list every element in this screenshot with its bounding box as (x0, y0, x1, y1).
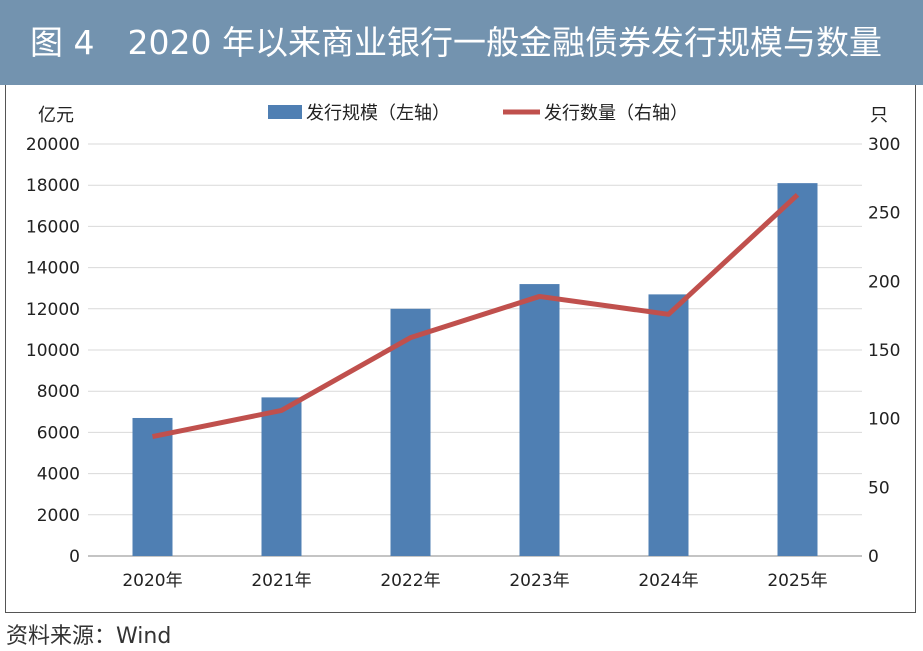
left-tick-label: 16000 (26, 217, 80, 237)
left-tick-label: 4000 (37, 465, 80, 485)
right-tick-label: 0 (868, 547, 879, 567)
legend-bar-swatch (268, 105, 302, 119)
right-tick-label: 50 (868, 478, 890, 498)
axis-layer: 0200040006000800010000120001400016000180… (26, 135, 901, 591)
chart-title: 图 4 2020 年以来商业银行一般金融债券发行规模与数量 (30, 23, 882, 62)
bar (777, 183, 818, 556)
x-tick-label: 2025年 (767, 571, 827, 591)
right-tick-label: 200 (868, 272, 900, 292)
right-tick-label: 250 (868, 204, 900, 224)
bar (519, 284, 560, 556)
left-tick-label: 6000 (37, 423, 80, 443)
x-tick-label: 2023年 (509, 571, 569, 591)
left-tick-label: 14000 (26, 259, 80, 279)
right-tick-label: 300 (868, 135, 900, 155)
bar (390, 308, 431, 556)
left-tick-label: 18000 (26, 176, 80, 196)
bar-layer (132, 183, 818, 556)
left-tick-label: 8000 (37, 382, 80, 402)
right-tick-label: 150 (868, 341, 900, 361)
left-tick-label: 10000 (26, 341, 80, 361)
bar (132, 417, 173, 556)
bar (648, 294, 689, 556)
bar (261, 397, 302, 556)
chart-frame (5, 85, 916, 613)
line-layer (152, 192, 800, 439)
x-tick-label: 2020年 (122, 571, 182, 591)
x-tick-label: 2022年 (380, 571, 440, 591)
source-note: 资料来源：Wind (6, 624, 172, 649)
left-tick-label: 0 (69, 547, 80, 567)
left-tick-label: 12000 (26, 300, 80, 320)
legend: 发行规模（左轴） 发行数量（右轴） (268, 103, 688, 124)
right-axis-unit: 只 (870, 105, 888, 126)
title-bar: 图 4 2020 年以来商业银行一般金融债券发行规模与数量 (0, 0, 923, 85)
right-tick-label: 100 (868, 410, 900, 430)
legend-line-label: 发行数量（右轴） (544, 103, 688, 124)
legend-bar-label: 发行规模（左轴） (306, 103, 450, 124)
x-tick-label: 2021年 (251, 571, 311, 591)
series-line-count (152, 192, 800, 439)
left-tick-label: 2000 (37, 506, 80, 526)
left-tick-label: 20000 (26, 135, 80, 155)
grid-layer (88, 143, 862, 557)
left-axis-unit: 亿元 (38, 105, 74, 126)
x-tick-label: 2024年 (638, 571, 698, 591)
